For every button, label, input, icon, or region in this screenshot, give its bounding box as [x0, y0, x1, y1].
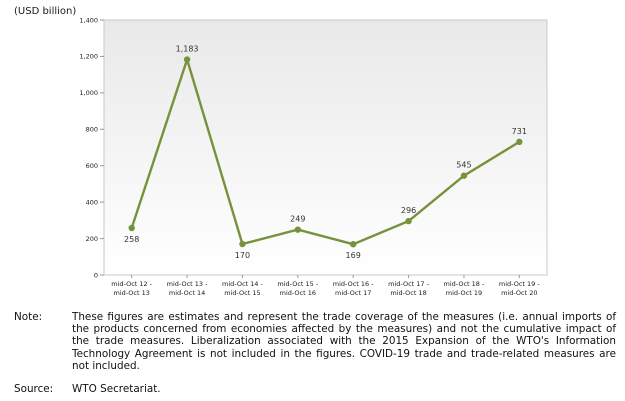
y-tick-label: 1,400	[79, 16, 98, 24]
data-point	[405, 217, 412, 225]
source-text: WTO Secretariat.	[72, 383, 161, 395]
data-label: 170	[235, 251, 250, 260]
line-chart: (USD billion) 0 200 400 600 800 1,000 1,200 1,4…	[14, 6, 548, 297]
x-category-label: mid-Oct 13 -	[167, 280, 208, 288]
data-point	[239, 240, 246, 248]
x-category-label: mid-Oct 17 -	[388, 280, 429, 288]
data-label: 731	[512, 127, 527, 136]
data-point	[460, 172, 468, 179]
plot-area	[103, 19, 548, 276]
data-point	[516, 138, 523, 146]
data-label: 169	[346, 251, 361, 260]
y-tick-label: 200	[86, 235, 98, 243]
data-label: 545	[456, 161, 471, 170]
y-axis-ticks: 0 200 400 600 800 1,000 1,200 1,400	[79, 16, 104, 279]
note-block: Note: These figures are estimates and re…	[14, 311, 619, 373]
source-block: Source: WTO Secretariat.	[14, 383, 619, 397]
data-labels: 258 1,183 170 249 169 296 545 731	[124, 45, 527, 261]
data-label: 249	[290, 215, 305, 224]
note-key: Note:	[14, 311, 43, 323]
data-point	[183, 56, 191, 63]
unit-label: (USD billion)	[14, 6, 76, 17]
source-key: Source:	[14, 383, 54, 395]
data-points	[128, 56, 523, 248]
y-tick-label: 600	[86, 162, 98, 170]
x-category-label: mid-Oct 15	[224, 289, 260, 297]
x-category-label: mid-Oct 13	[114, 289, 150, 297]
x-category-label: mid-Oct 19	[446, 289, 482, 297]
data-label: 296	[401, 206, 416, 215]
x-category-label: mid-Oct 18	[390, 289, 426, 297]
y-tick-label: 400	[86, 198, 98, 206]
data-point	[128, 224, 135, 232]
x-category-label: mid-Oct 19 -	[499, 280, 540, 288]
x-category-label: mid-Oct 15 -	[277, 280, 318, 288]
y-tick-label: 1,200	[79, 53, 98, 61]
note-text: These figures are estimates and represen…	[72, 311, 616, 372]
x-category-label: mid-Oct 18 -	[444, 280, 485, 288]
data-label: 1,183	[176, 45, 199, 54]
x-category-label: mid-Oct 16	[280, 289, 316, 297]
x-category-label: mid-Oct 17	[335, 289, 371, 297]
y-tick-label: 800	[86, 126, 98, 134]
data-point	[294, 226, 302, 233]
data-point	[349, 241, 357, 248]
series-line	[130, 55, 520, 246]
x-category-label: mid-Oct 14	[169, 289, 205, 297]
x-category-label: mid-Oct 16 -	[333, 280, 374, 288]
x-category-label: mid-Oct 12 -	[111, 280, 152, 288]
data-label: 258	[124, 235, 139, 244]
x-category-label: mid-Oct 14 -	[222, 280, 263, 288]
x-category-label: mid-Oct 20	[501, 289, 537, 297]
y-tick-label: 1,000	[79, 89, 98, 97]
y-tick-label: 0	[94, 271, 98, 279]
